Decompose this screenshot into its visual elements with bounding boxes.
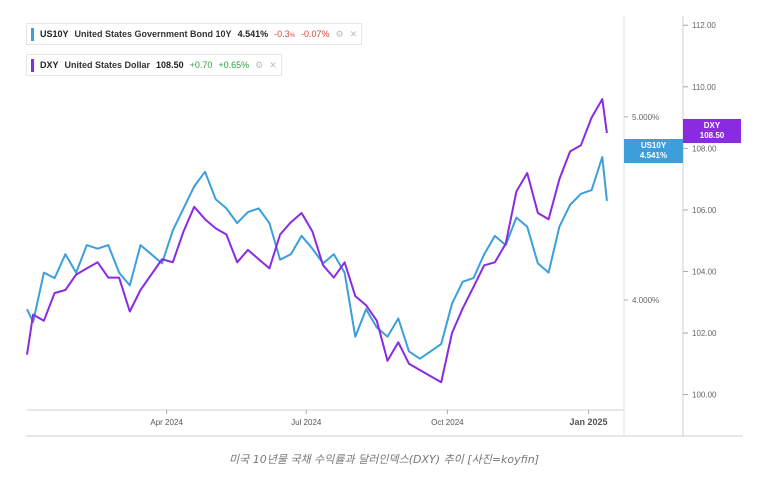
legend-change: +0.70 [189,60,213,70]
series-group [26,98,608,384]
left-axis-tick-label: 5.000% [632,113,659,122]
right-axis-tick-label: 106.00 [692,206,717,215]
dxy-price-tag: DXY 108.50 [683,119,741,143]
right-axis-tick-label: 100.00 [692,391,717,400]
close-icon[interactable]: ✕ [269,59,277,70]
series-line-dxy [26,98,608,384]
legend-change-pct: -0.07% [300,29,330,39]
legend-swatch-us10y [31,27,34,41]
x-axis-tick-label: Jul 2024 [291,418,322,427]
legend-swatch-dxy [31,58,34,72]
line-chart: 5.000% 4.000% 112.00 110.00 108.00 106.00 104… [26,16,743,437]
legend-ticker: US10Y [40,29,69,39]
x-axis-tick-label: Apr 2024 [150,418,183,427]
right-axis-tick-label: 104.00 [692,267,717,276]
legend-us10y[interactable]: US10Y United States Government Bond 10Y … [26,23,363,45]
dxy-tag-value: 108.50 [699,131,725,140]
left-axis-tick-label: 4.000% [632,296,659,305]
figure-caption: 미국 10년물 국채 수익률과 달러인덱스(DXY) 추이 [사진=koyfin… [228,453,540,466]
right-axis-tick-label: 112.00 [692,21,716,30]
settings-icon[interactable]: ⚙ [335,28,344,39]
series-line-us10y [26,156,608,360]
legend-change: -0.3% [274,29,295,39]
x-axis-tick-label: Jan 2025 [570,417,608,427]
legend-price: 4.541% [237,29,269,39]
right-axis-ticks: 112.00 110.00 108.00 106.00 104.00 102.00 100.… [683,21,717,400]
right-axis-tick-label: 110.00 [692,83,716,92]
close-icon[interactable]: ✕ [349,28,358,39]
us10y-tag-value: 4.541% [639,151,668,160]
dxy-tag-label: DXY [703,121,721,130]
legend-change-pct: +0.65% [218,60,250,70]
legend-name: United States Government Bond 10Y [74,29,232,39]
legend-dxy[interactable]: DXY United States Dollar 108.50 +0.70 +0… [26,54,282,76]
right-axis-tick-label: 108.00 [692,144,717,153]
legend-name: United States Dollar [64,60,151,70]
right-axis-tick-label: 102.00 [692,329,717,338]
settings-icon[interactable]: ⚙ [255,59,264,70]
legend-ticker: DXY [40,60,59,70]
x-axis-tick-label: Oct 2024 [431,418,464,427]
us10y-price-tag: US10Y 4.541% [624,139,683,163]
us10y-tag-label: US10Y [640,141,667,150]
legend-price: 108.50 [156,60,184,70]
left-axis-ticks: 5.000% 4.000% [624,113,659,305]
x-axis-ticks: Apr 2024 Jul 2024 Oct 2024 Jan 2025 [150,410,608,427]
